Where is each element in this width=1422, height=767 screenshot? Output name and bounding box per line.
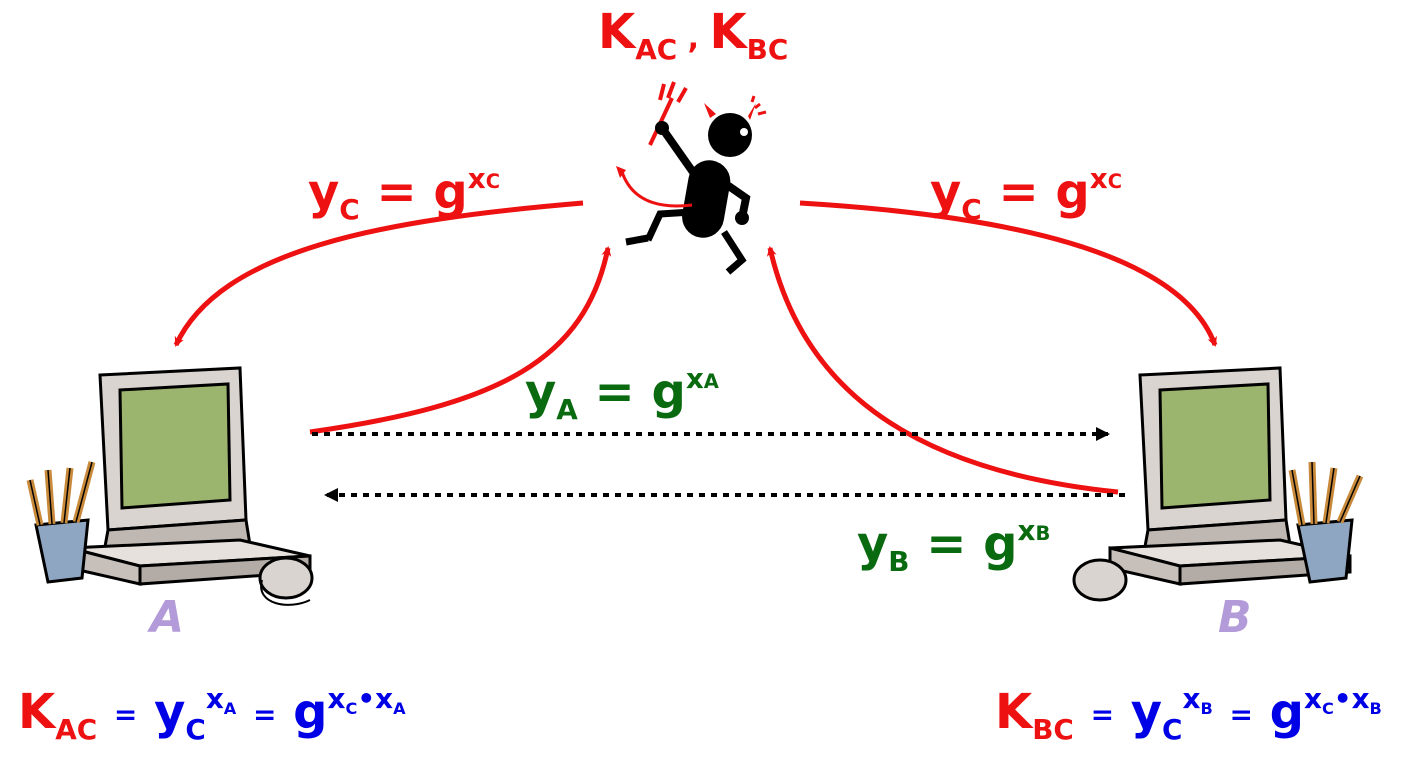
arrow-attacker-to-a (173, 200, 584, 347)
party-label-b: B (1218, 592, 1252, 643)
arrow-b-to-attacker (766, 246, 1119, 495)
arrow-attacker-to-b (799, 200, 1218, 347)
attacker-keys-title: KAC , KBC (598, 4, 789, 66)
computer-icon-left (26, 366, 314, 606)
label-ya: yA = gxA (525, 361, 719, 426)
arrow-a-to-attacker (309, 246, 612, 435)
party-label-a: A (150, 592, 185, 643)
label-yb: yB = gxB (857, 513, 1051, 578)
label-right-yc: yC = gxC (930, 161, 1122, 226)
formula-kac: KAC = yCxA = gxC•xA (18, 681, 406, 746)
devil-icon (616, 81, 767, 275)
formula-kbc: KBC = yCxB = gxC•xB (995, 681, 1382, 746)
computer-icon-right (1072, 366, 1364, 602)
pencil-cup-icon-right (1288, 461, 1364, 584)
pencil-cup-icon-left (26, 461, 96, 584)
label-left-yc: yC = gxC (308, 161, 500, 226)
